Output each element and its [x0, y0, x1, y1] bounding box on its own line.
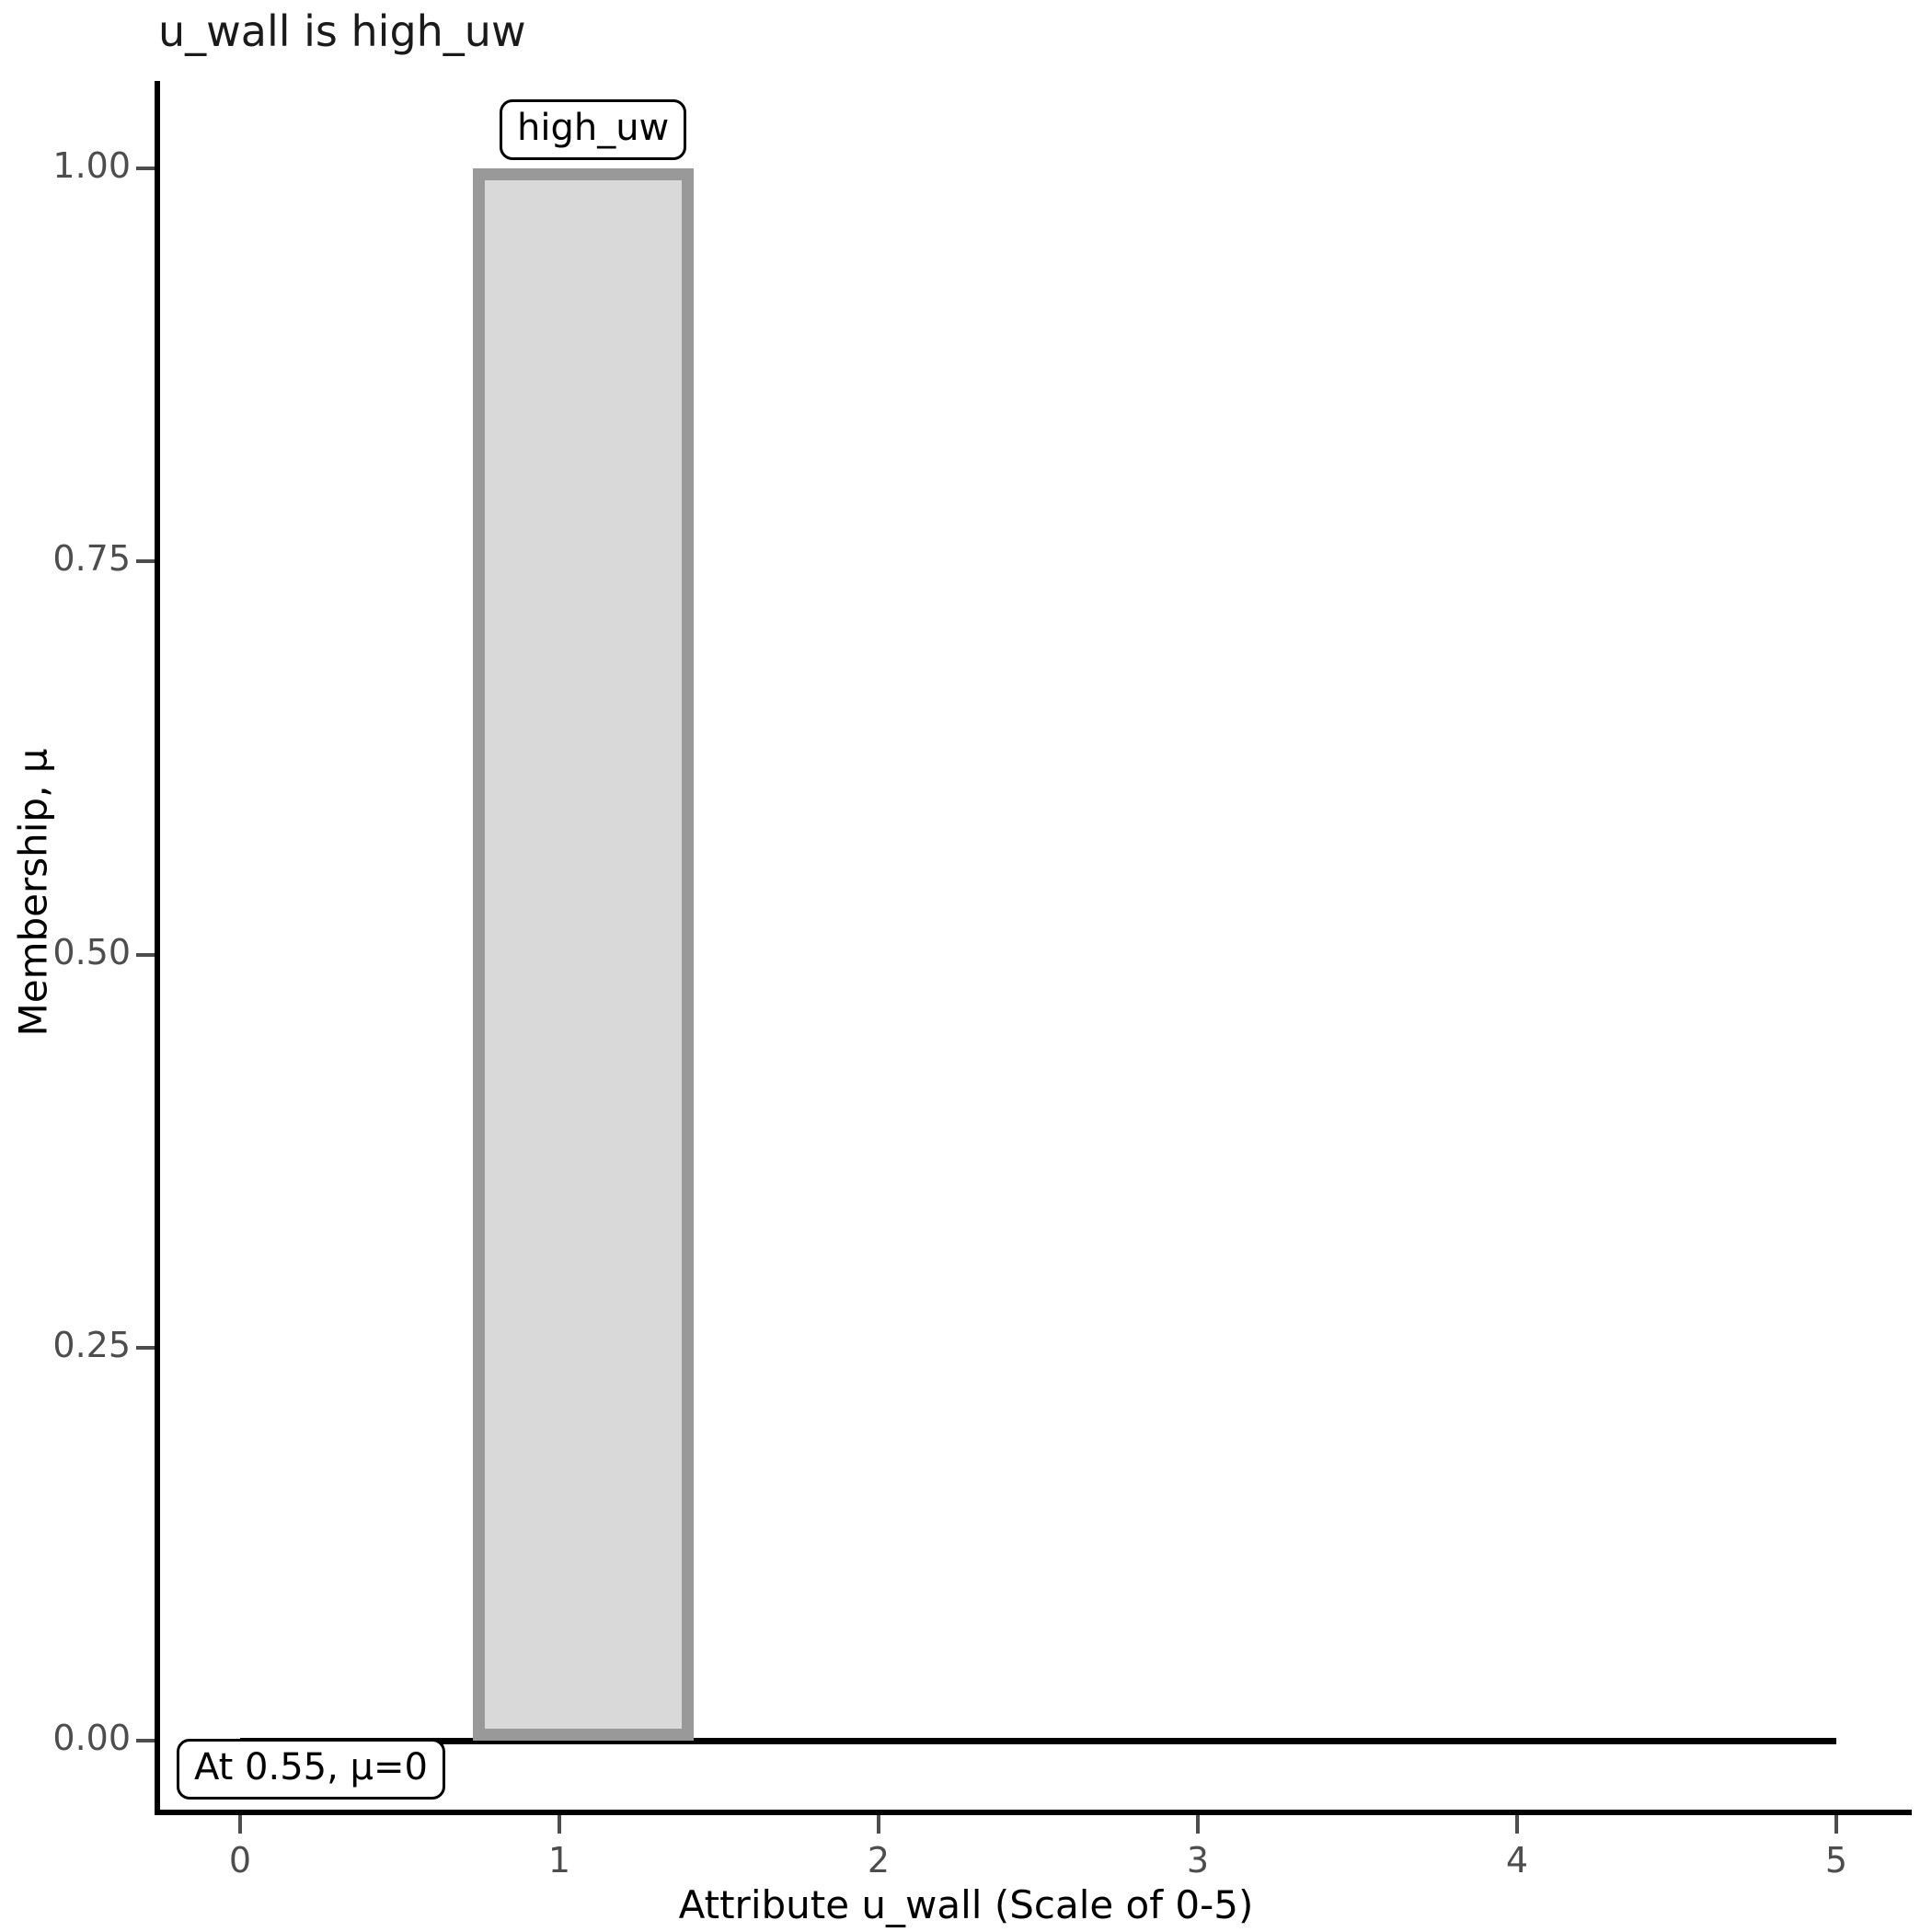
y-axis-title-text: Membership, μ — [10, 748, 56, 1037]
membership-function-high-uw[interactable] — [473, 168, 694, 1741]
x-tick-label: 3 — [1186, 1840, 1210, 1880]
x-tick-mark — [238, 1815, 242, 1834]
y-tick-mark — [136, 1345, 155, 1350]
y-tick-mark — [136, 1739, 155, 1742]
x-tick-mark — [1515, 1815, 1519, 1834]
y-tick-mark — [136, 167, 155, 170]
y-tick-label: 0.25 — [52, 1324, 131, 1365]
x-tick-mark — [1196, 1815, 1200, 1834]
y-tick-label: 0.75 — [52, 538, 131, 580]
x-tick-mark — [877, 1815, 880, 1834]
x-tick-label: 0 — [228, 1840, 252, 1880]
chart-title: u_wall is high_uw — [158, 6, 526, 56]
x-axis-title: Attribute u_wall (Scale of 0-5) — [678, 1882, 1254, 1927]
plot-panel — [155, 81, 1912, 1815]
x-tick-label: 1 — [547, 1840, 571, 1880]
y-tick-label: 1.00 — [52, 145, 131, 186]
y-tick-label: 0.00 — [52, 1718, 131, 1758]
y-axis-title: Membership, μ — [10, 74, 56, 1711]
x-tick-mark — [558, 1815, 561, 1834]
x-tick-label: 2 — [867, 1840, 891, 1880]
y-tick-mark — [136, 952, 155, 957]
evaluation-point-callout: At 0.55, μ=0 — [177, 1739, 445, 1800]
x-tick-mark — [1834, 1815, 1838, 1834]
x-tick-label: 4 — [1505, 1840, 1529, 1880]
x-tick-label: 5 — [1824, 1840, 1848, 1880]
mf-callout-label: high_uw — [500, 99, 687, 160]
x-axis-spine — [155, 1810, 1912, 1815]
y-axis-spine — [155, 81, 160, 1815]
y-tick-mark — [136, 559, 155, 564]
mu-zero-baseline — [240, 1738, 1836, 1744]
y-tick-label: 0.50 — [52, 931, 131, 972]
